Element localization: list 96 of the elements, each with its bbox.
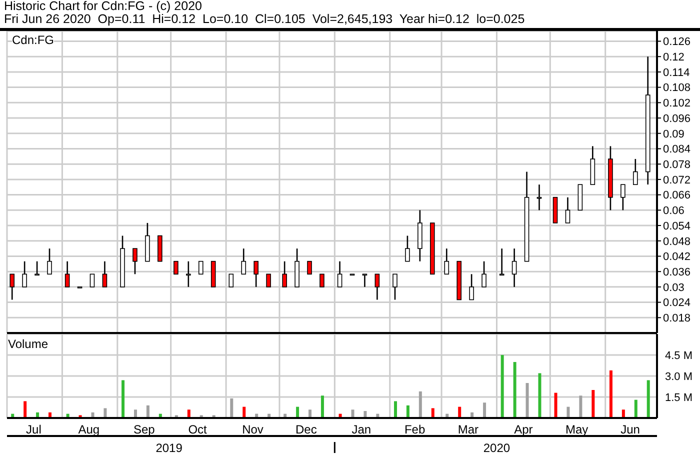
candlestick — [362, 273, 368, 288]
x-tick-label: Sep — [133, 422, 156, 437]
candlestick — [565, 196, 570, 224]
candlestick — [22, 260, 27, 288]
bar — [320, 396, 324, 418]
bar — [230, 398, 234, 418]
candlestick — [405, 235, 410, 262]
x2-tick-label: 2019 — [156, 441, 183, 455]
candlestick — [632, 158, 638, 186]
bar — [296, 406, 300, 418]
x-tick-label: Jul — [26, 422, 42, 437]
y-tick-label: 0.102 — [663, 98, 691, 110]
chart-subtitle: Fri Jun 26 2020 Op=0.11 Hi=0.12 Lo=0.10 Cl=0.105 Vol=2,645,193 Year hi=0.12 lo=0.025 — [4, 12, 526, 26]
candlestick — [536, 184, 542, 211]
bar — [406, 405, 410, 418]
candlestick — [64, 260, 70, 288]
candlestick — [241, 248, 246, 275]
y-tick-label: 0.054 — [663, 220, 691, 232]
annotation: Cdn:FG — [12, 33, 54, 47]
x-tick-label: Jan — [352, 422, 372, 437]
bar — [538, 373, 542, 418]
bar — [104, 408, 107, 418]
y-tick-label: 0.126 — [663, 36, 691, 48]
candlestick — [228, 274, 234, 288]
x-tick-label: May — [566, 422, 588, 437]
candlestick — [186, 260, 191, 288]
bar — [646, 380, 650, 418]
candlestick — [132, 248, 138, 275]
candlestick — [620, 184, 626, 211]
candlestick — [34, 260, 40, 276]
candlestick — [174, 260, 178, 275]
bar — [634, 400, 638, 418]
candlestick — [482, 260, 486, 288]
candlestick — [10, 273, 15, 300]
x-tick-label: Dec — [296, 422, 317, 437]
candlestick — [266, 274, 271, 288]
bar — [500, 355, 504, 418]
candlestick — [392, 273, 398, 300]
y-tick-label: 0.078 — [663, 158, 691, 171]
y-tick-label: 0.048 — [663, 236, 691, 248]
candlestick — [512, 248, 517, 288]
bar — [418, 391, 422, 418]
chart-title: Volume — [8, 337, 48, 351]
y-tick-label: 0.12 — [663, 52, 684, 64]
bar — [526, 383, 529, 418]
y-tick-label: 0.09 — [663, 128, 684, 140]
bar — [483, 402, 486, 418]
bar — [579, 396, 582, 418]
bar — [146, 405, 150, 418]
candlestick — [320, 274, 324, 288]
y-tick-label: 0.066 — [663, 190, 691, 202]
bar — [242, 406, 246, 418]
y-tick-label: 0.036 — [663, 266, 691, 278]
y-tick-label: 0.084 — [663, 144, 691, 156]
y-tick-label: 3.0 M — [665, 370, 693, 383]
candlestick — [282, 260, 287, 288]
chart-title: Historic Chart for Cdn:FG - (c) 2020 — [4, 0, 203, 13]
bar — [431, 408, 434, 418]
candlestick — [499, 248, 504, 276]
candlestick — [374, 273, 380, 300]
y-tick-label: 1.5 M — [665, 392, 693, 404]
bar — [24, 401, 27, 418]
candlestick — [469, 273, 474, 300]
x-tick-label: Nov — [242, 422, 264, 437]
bar — [592, 390, 595, 418]
y-tick-label: 0.108 — [663, 82, 691, 94]
candlestick — [444, 248, 450, 275]
x2-tick-label: 2020 — [483, 441, 510, 455]
x-tick-label: Mar — [458, 422, 479, 437]
candlestick — [337, 260, 342, 288]
bar — [394, 401, 397, 418]
bar — [513, 362, 516, 418]
y-tick-label: 0.114 — [663, 66, 690, 79]
x-tick-label: Oct — [188, 422, 208, 437]
candlestick — [254, 260, 258, 288]
y-tick-label: 0.024 — [663, 297, 691, 310]
bar — [122, 380, 125, 418]
candlestick — [198, 260, 204, 275]
bar — [566, 406, 570, 418]
candlestick — [102, 260, 108, 288]
y-tick-label: 0.03 — [663, 282, 684, 294]
y-tick-label: 0.018 — [663, 312, 691, 325]
candlestick — [90, 274, 95, 288]
x-tick-label: Jun — [620, 422, 640, 437]
bar — [554, 392, 558, 418]
y-tick-label: 0.072 — [663, 174, 691, 186]
x-tick-label: Feb — [404, 422, 426, 437]
y-tick-label: 0.06 — [663, 205, 684, 218]
bar — [609, 370, 612, 418]
candlestick — [47, 248, 52, 275]
bar — [458, 406, 462, 418]
candlestick — [307, 260, 312, 275]
y-tick-label: 0.096 — [663, 112, 691, 125]
x-tick-label: Apr — [514, 422, 533, 437]
y-tick-label: 4.5 M — [665, 350, 693, 362]
y-tick-label: 0.042 — [663, 251, 691, 264]
